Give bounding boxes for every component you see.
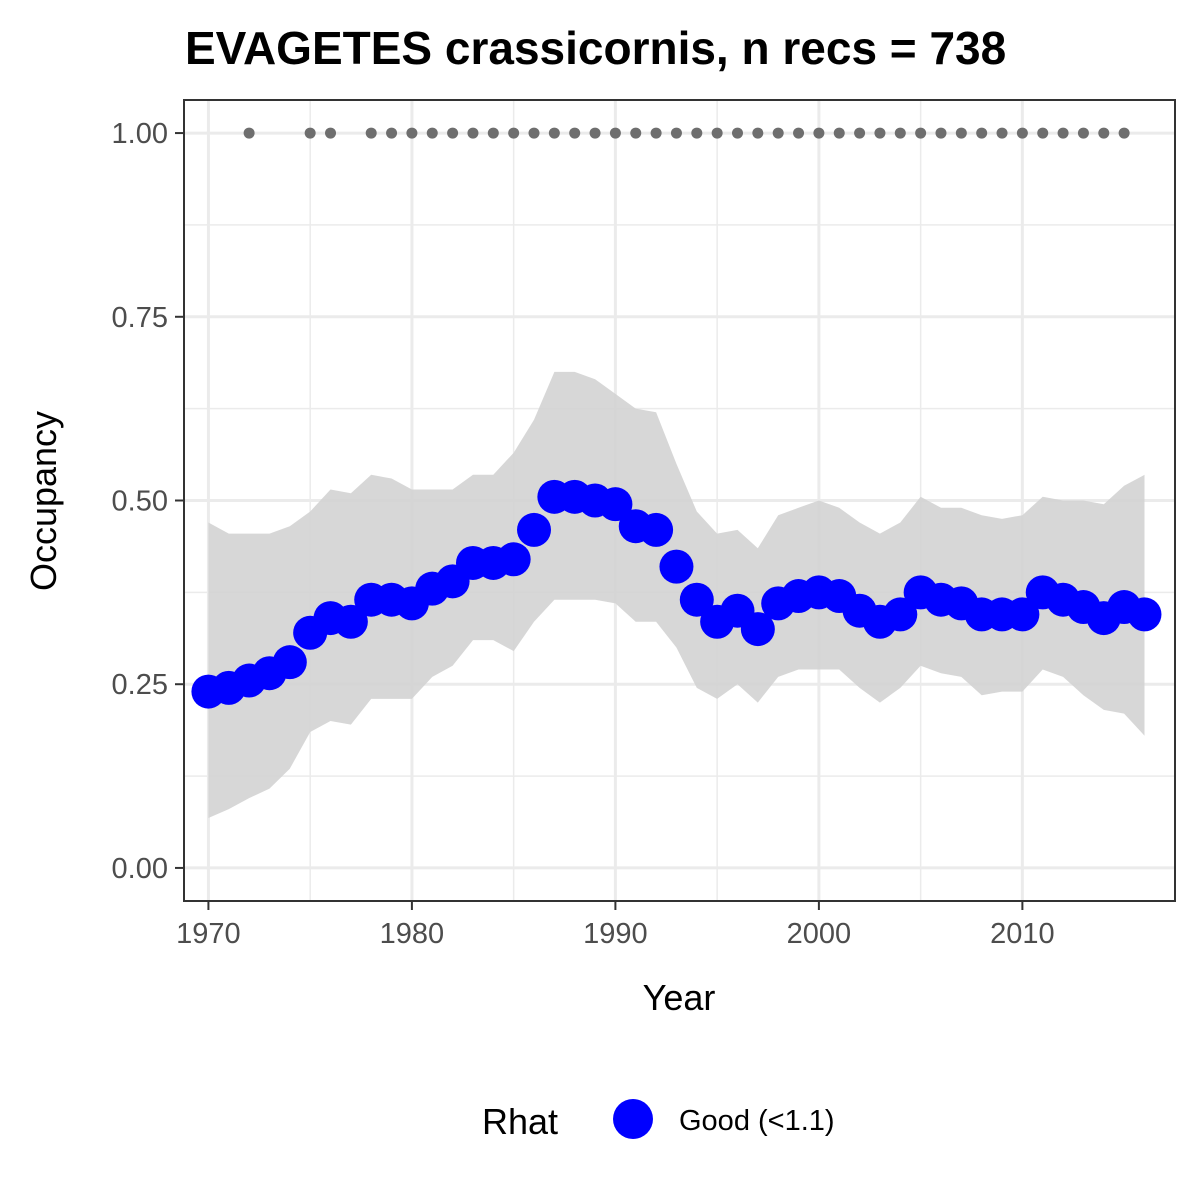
legend-label: Good (<1.1): [679, 1105, 835, 1137]
record-dot: [630, 127, 642, 139]
occupancy-point: [1005, 597, 1040, 632]
record-dot: [976, 127, 988, 139]
record-dot: [487, 127, 499, 139]
record-dot: [996, 127, 1008, 139]
occupancy-point: [272, 645, 307, 680]
record-dot: [304, 127, 316, 139]
record-dot: [609, 127, 621, 139]
record-dot: [1098, 127, 1110, 139]
record-dot: [589, 127, 601, 139]
record-dot: [1077, 127, 1089, 139]
record-dot: [447, 127, 459, 139]
record-dot: [386, 127, 398, 139]
record-dot: [365, 127, 377, 139]
x-axis-title: Year: [643, 977, 716, 1018]
record-dot: [1037, 127, 1049, 139]
chart-title: EVAGETES crassicornis, n recs = 738: [185, 22, 1006, 74]
record-dot: [548, 127, 560, 139]
occupancy-point: [333, 604, 368, 639]
record-dot: [854, 127, 866, 139]
legend: Rhat Good (<1.1): [482, 1099, 835, 1142]
x-tick-label: 2010: [990, 918, 1055, 950]
record-dot: [670, 127, 682, 139]
occupancy-point: [883, 597, 918, 632]
record-dot: [426, 127, 438, 139]
y-tick-label: 0.50: [112, 486, 168, 518]
record-dot: [793, 127, 805, 139]
occupancy-point: [639, 512, 674, 547]
record-dot: [325, 127, 337, 139]
x-axis: 1970 1980 1990 2000 2010: [176, 901, 1055, 950]
record-dot: [711, 127, 723, 139]
record-dot: [406, 127, 418, 139]
y-tick-label: 0.00: [112, 853, 168, 885]
occupancy-point: [517, 512, 552, 547]
record-dot: [691, 127, 703, 139]
y-tick-label: 1.00: [112, 118, 168, 150]
occupancy-point: [679, 582, 714, 617]
record-dot: [508, 127, 520, 139]
record-dot: [467, 127, 479, 139]
record-dot: [772, 127, 784, 139]
record-dot: [813, 127, 825, 139]
record-dot: [955, 127, 967, 139]
record-dot: [1057, 127, 1069, 139]
record-dot: [874, 127, 886, 139]
record-dots: [243, 127, 1130, 139]
record-dot: [935, 127, 947, 139]
occupancy-points: [191, 479, 1162, 709]
record-dot: [528, 127, 540, 139]
confidence-ribbon: [208, 371, 1145, 818]
x-tick-label: 1990: [583, 918, 648, 950]
record-dot: [752, 127, 764, 139]
record-dot: [1118, 127, 1130, 139]
occupancy-point: [659, 549, 694, 584]
legend-title: Rhat: [482, 1101, 558, 1142]
record-dot: [915, 127, 927, 139]
x-tick-label: 2000: [787, 918, 852, 950]
record-dot: [650, 127, 662, 139]
occupancy-point: [496, 542, 531, 577]
record-dot: [894, 127, 906, 139]
y-axis: 0.00 0.25 0.50 0.75 1.00: [112, 118, 184, 885]
record-dot: [833, 127, 845, 139]
record-dot: [243, 127, 255, 139]
record-dot: [731, 127, 743, 139]
x-tick-label: 1980: [380, 918, 445, 950]
legend-key-marker: [613, 1099, 653, 1139]
occupancy-point: [740, 612, 775, 647]
x-tick-label: 1970: [176, 918, 241, 950]
record-dot: [1016, 127, 1028, 139]
y-axis-title: Occupancy: [23, 411, 64, 591]
y-tick-label: 0.25: [112, 669, 168, 701]
record-dot: [569, 127, 581, 139]
occupancy-point: [598, 487, 633, 522]
occupancy-point: [1127, 597, 1162, 632]
y-tick-label: 0.75: [112, 302, 168, 334]
